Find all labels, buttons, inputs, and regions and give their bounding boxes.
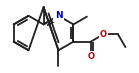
Text: O: O	[100, 30, 107, 39]
Text: N: N	[55, 11, 62, 20]
Text: O: O	[87, 52, 94, 61]
